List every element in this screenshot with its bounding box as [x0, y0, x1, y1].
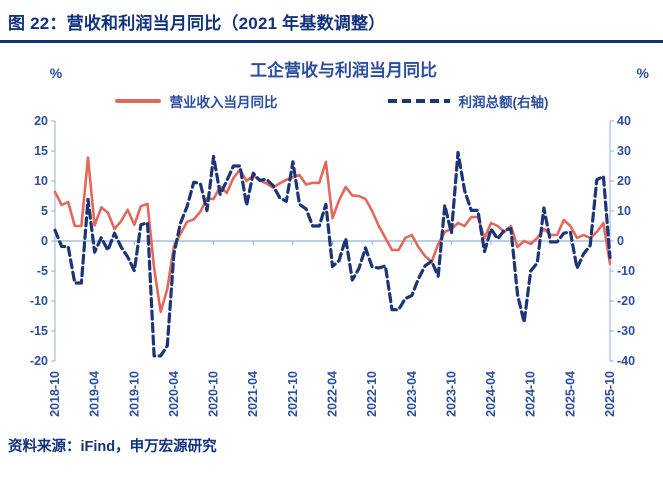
- title-underline: [0, 40, 663, 43]
- svg-text:2018-10: 2018-10: [48, 371, 62, 417]
- svg-text:30: 30: [617, 144, 631, 158]
- svg-text:10: 10: [34, 174, 48, 188]
- svg-text:2019-04: 2019-04: [88, 371, 102, 417]
- svg-text:2023-10: 2023-10: [444, 371, 458, 417]
- svg-text:15: 15: [34, 144, 48, 158]
- right-axis-unit: %: [636, 65, 649, 81]
- svg-text:2021-04: 2021-04: [246, 371, 260, 417]
- svg-text:2022-10: 2022-10: [365, 371, 379, 417]
- svg-text:2025-10: 2025-10: [603, 371, 617, 417]
- left-axis-unit: %: [49, 65, 63, 81]
- svg-text:2023-04: 2023-04: [405, 371, 419, 417]
- svg-text:2020-10: 2020-10: [207, 371, 221, 417]
- legend-profit: 利润总额(右轴): [387, 91, 549, 111]
- chart-panel: % 工企营收与利润当月同比 % 营业收入当月同比 利润总额(右轴) -20 -15…: [0, 43, 663, 427]
- svg-text:-15: -15: [30, 324, 48, 338]
- svg-text:2019-10: 2019-10: [127, 371, 141, 417]
- svg-text:0: 0: [617, 234, 624, 248]
- svg-text:2024-10: 2024-10: [524, 371, 538, 417]
- svg-text:-40: -40: [617, 354, 635, 368]
- chart-header-row: % 工企营收与利润当月同比 %: [0, 43, 663, 81]
- chart-legend: 营业收入当月同比 利润总额(右轴): [0, 91, 663, 111]
- line-chart: -20 -15 -10 -5 0 5 10 15 20 -40 -30 -20 -10 0 10 20 30 40…: [30, 115, 635, 417]
- svg-text:-20: -20: [30, 354, 48, 368]
- chart-title: 工企营收与利润当月同比: [250, 61, 437, 80]
- svg-text:2022-04: 2022-04: [326, 371, 340, 417]
- svg-text:2021-10: 2021-10: [286, 371, 300, 417]
- svg-text:-10: -10: [617, 264, 635, 278]
- legend-revenue-label: 营业收入当月同比: [169, 95, 278, 110]
- figure-title: 图 22：营收和利润当月同比（2021 年基数调整）: [8, 14, 386, 33]
- legend-revenue-line: [114, 99, 161, 103]
- legend-profit-line: [387, 99, 450, 103]
- svg-text:-20: -20: [617, 294, 635, 308]
- legend-revenue: 营业收入当月同比: [114, 91, 278, 111]
- svg-text:40: 40: [617, 115, 631, 128]
- svg-text:10: 10: [617, 204, 631, 218]
- svg-text:5: 5: [41, 204, 48, 218]
- svg-text:20: 20: [34, 115, 48, 128]
- svg-text:2020-04: 2020-04: [167, 371, 181, 417]
- svg-text:0: 0: [41, 234, 48, 248]
- svg-text:20: 20: [617, 174, 631, 188]
- svg-text:-10: -10: [30, 294, 48, 308]
- svg-text:-5: -5: [37, 264, 48, 278]
- legend-profit-label: 利润总额(右轴): [458, 95, 549, 110]
- source-note: 资料来源：iFind，申万宏源研究: [8, 439, 217, 455]
- svg-text:2025-04: 2025-04: [563, 371, 577, 417]
- svg-text:-30: -30: [617, 324, 635, 338]
- svg-text:2024-04: 2024-04: [484, 371, 498, 417]
